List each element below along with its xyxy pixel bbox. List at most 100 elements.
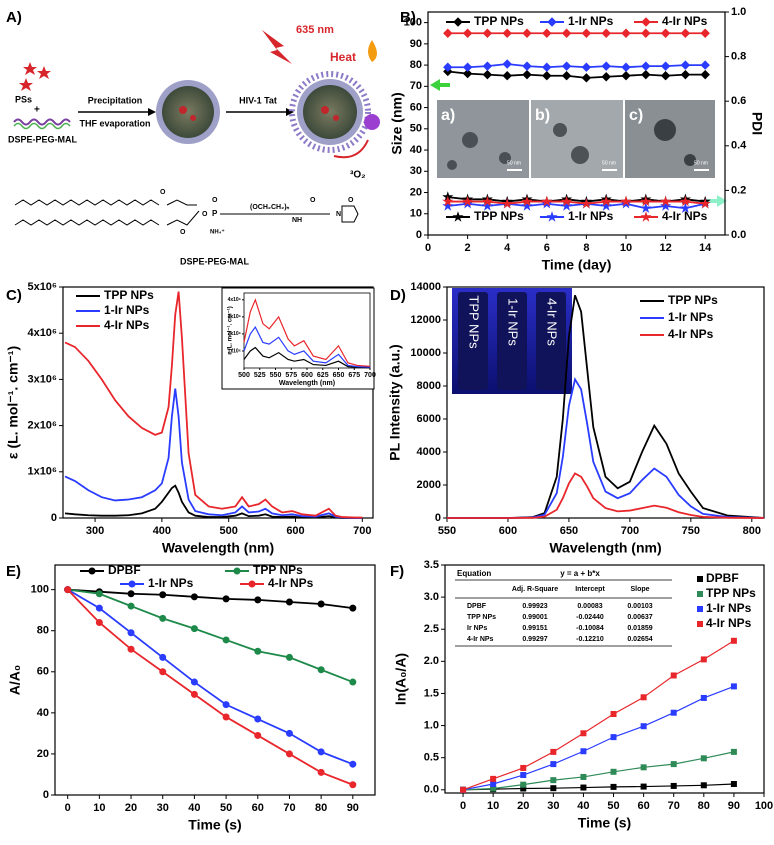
marker bbox=[127, 590, 135, 598]
inset-label: a) bbox=[441, 107, 455, 124]
marker bbox=[542, 28, 552, 38]
marker bbox=[127, 602, 135, 610]
marker bbox=[542, 71, 552, 81]
y-tick-label: 4000 bbox=[417, 446, 441, 458]
marker bbox=[699, 197, 711, 209]
y-tick-label: 3x10⁶ bbox=[228, 314, 241, 320]
marker bbox=[640, 723, 647, 730]
marker bbox=[442, 195, 454, 207]
arrow-head bbox=[148, 108, 156, 116]
marker bbox=[680, 69, 691, 80]
x-tick-label: 10 bbox=[487, 800, 499, 812]
marker bbox=[550, 761, 557, 768]
x-tick-label: 10 bbox=[93, 802, 105, 814]
legend-marker bbox=[697, 576, 703, 582]
series-line bbox=[243, 325, 371, 368]
tem-particle bbox=[654, 119, 676, 141]
x-tick-label: 80 bbox=[315, 802, 327, 814]
marker bbox=[502, 28, 512, 38]
atom: O bbox=[202, 211, 208, 218]
legend-label: 1-Ir NPs bbox=[568, 14, 614, 28]
marker bbox=[700, 656, 707, 663]
inset-label: c) bbox=[629, 107, 643, 124]
table-cell: 0.00637 bbox=[627, 614, 652, 621]
table-column: Slope bbox=[630, 586, 649, 593]
legend-label: 4-Ir NPs bbox=[268, 576, 314, 590]
marker bbox=[190, 593, 198, 601]
marker bbox=[190, 625, 198, 633]
marker bbox=[601, 72, 611, 82]
x-tick-label: 50 bbox=[607, 800, 619, 812]
marker bbox=[443, 62, 453, 72]
series-line bbox=[447, 200, 706, 205]
marker bbox=[640, 694, 647, 701]
arrow bbox=[333, 139, 369, 159]
nanoparticle-shell bbox=[289, 71, 371, 153]
marker bbox=[482, 61, 493, 71]
marker bbox=[620, 195, 632, 207]
marker bbox=[561, 71, 572, 81]
marker bbox=[481, 200, 493, 211]
table-cell: 0.00083 bbox=[577, 603, 602, 610]
y-tick-label: 3.5 bbox=[424, 559, 439, 571]
y-axis-title: PL Intensity (a.u.) bbox=[387, 344, 403, 460]
y-tick-label: 90 bbox=[410, 38, 422, 50]
marker bbox=[159, 591, 167, 599]
y2-tick-label: 0.0 bbox=[731, 229, 746, 241]
vial bbox=[497, 292, 527, 390]
legend-marker bbox=[697, 621, 703, 627]
x-tick-label: 20 bbox=[125, 802, 137, 814]
plus: + bbox=[34, 105, 40, 116]
x-tick-label: 40 bbox=[577, 800, 589, 812]
x-tick-label: 50 bbox=[220, 802, 232, 814]
marker bbox=[621, 28, 631, 38]
table-cell: 0.02654 bbox=[627, 636, 652, 643]
marker bbox=[641, 69, 651, 80]
marker bbox=[581, 28, 592, 38]
trend-line bbox=[463, 783, 734, 791]
marker bbox=[580, 748, 587, 755]
x-tick-label: 0 bbox=[425, 242, 431, 254]
y-tick-label: 60 bbox=[37, 666, 49, 678]
marker bbox=[521, 200, 533, 211]
series-line bbox=[67, 588, 353, 610]
nanoparticle-core bbox=[162, 86, 214, 138]
marker bbox=[700, 60, 710, 70]
y-tick-label: 2x10⁶ bbox=[27, 420, 57, 432]
y-tick-label: 1.0 bbox=[424, 719, 439, 731]
series-line bbox=[447, 377, 765, 519]
marker bbox=[561, 28, 572, 38]
table-cell: 0.01859 bbox=[627, 625, 652, 632]
y-axis-title: A/A₀ bbox=[7, 665, 23, 695]
polymer-text: DSPE-PEG-MAL bbox=[8, 134, 78, 144]
y-tick-label: 20 bbox=[37, 748, 49, 760]
marker bbox=[349, 604, 357, 612]
marker bbox=[490, 775, 497, 782]
y-tick-label: 40 bbox=[410, 144, 422, 156]
marker bbox=[462, 28, 473, 38]
marker bbox=[522, 61, 532, 71]
x-tick-label: 70 bbox=[668, 800, 680, 812]
atom: O bbox=[348, 197, 354, 204]
laser-text: 635 nm bbox=[296, 24, 334, 36]
marker bbox=[730, 683, 737, 690]
y-tick-label: 3x10⁶ bbox=[27, 373, 57, 385]
marker bbox=[580, 197, 592, 209]
ps-dot bbox=[333, 115, 339, 121]
x-tick-label: 100 bbox=[755, 800, 773, 812]
plot-frame bbox=[62, 286, 374, 519]
marker bbox=[222, 636, 230, 644]
marker bbox=[462, 195, 474, 207]
y-tick-label: 0 bbox=[416, 229, 422, 241]
marker bbox=[501, 197, 513, 209]
y-tick-label: 2.5 bbox=[424, 623, 439, 635]
legend-marker bbox=[88, 567, 96, 575]
marker bbox=[610, 783, 617, 790]
vial bbox=[536, 292, 566, 390]
y2-tick-label: 0.4 bbox=[731, 140, 747, 152]
x-tick-label: 800 bbox=[743, 525, 761, 537]
table-cell: 0.00103 bbox=[627, 603, 652, 610]
legend-label: 4-Ir NPs bbox=[706, 616, 752, 630]
atom: O bbox=[160, 189, 166, 196]
